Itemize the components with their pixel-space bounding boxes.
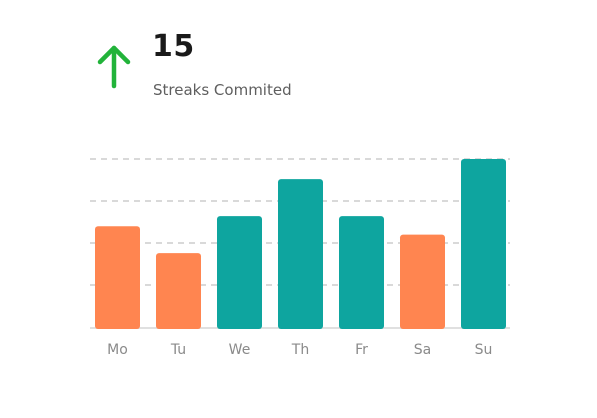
x-tick-label: Fr <box>355 342 368 358</box>
x-tick-label: Tu <box>170 342 186 358</box>
x-tick-label: Th <box>291 342 309 358</box>
bar-we <box>217 216 262 329</box>
bar-mo <box>95 226 140 329</box>
streak-count: 15 <box>152 29 195 64</box>
bar-fr <box>339 216 384 329</box>
x-tick-label: Mo <box>107 342 128 358</box>
bar-tu <box>156 253 201 329</box>
x-tick-label: We <box>229 342 251 358</box>
x-tick-label: Sa <box>414 342 431 358</box>
x-tick-label: Su <box>475 342 493 358</box>
arrow-up-icon <box>97 45 131 89</box>
bar-th <box>278 179 323 329</box>
stat-header: 15 Streaks Commited <box>96 30 356 110</box>
streak-label: Streaks Commited <box>153 81 292 99</box>
bar-su <box>461 159 506 329</box>
bar-sa <box>400 234 445 329</box>
